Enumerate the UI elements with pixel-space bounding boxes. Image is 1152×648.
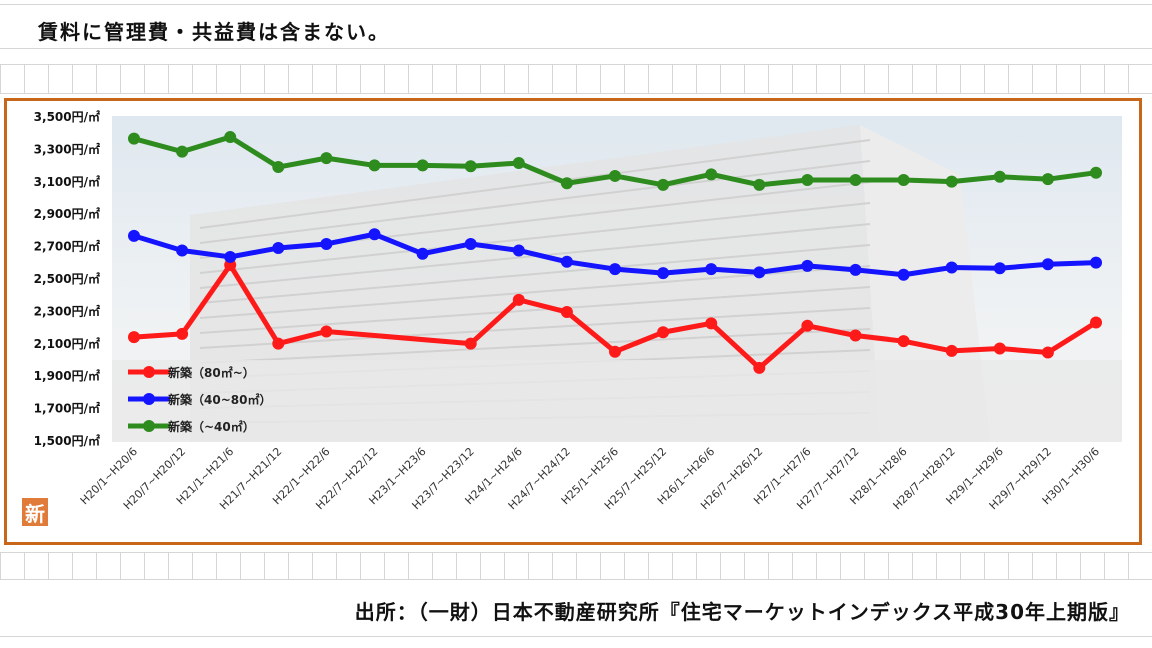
- y-tick-label: 1,900円/㎡: [34, 368, 100, 383]
- building-floor-line: [199, 328, 871, 364]
- building-floor-line: [199, 244, 871, 304]
- legend-label: 新築（80㎡~）: [168, 365, 255, 380]
- data-point: [609, 263, 621, 276]
- data-point: [1041, 346, 1054, 359]
- data-point: [897, 268, 910, 281]
- legend-label: 新築（~40㎡）: [168, 419, 255, 434]
- data-point: [705, 168, 718, 181]
- data-point: [560, 255, 573, 268]
- y-tick-label: 3,300円/㎡: [34, 141, 100, 156]
- data-point: [1090, 316, 1102, 329]
- legend-swatch-marker: [143, 366, 155, 378]
- data-point: [512, 244, 525, 257]
- data-point: [657, 267, 670, 280]
- building-floor-line: [199, 286, 871, 334]
- data-point: [1090, 166, 1102, 179]
- sheet-rule: [0, 636, 1152, 637]
- data-point: [897, 173, 910, 186]
- y-tick-label: 3,500円/㎡: [34, 109, 100, 124]
- data-point: [801, 173, 814, 186]
- data-point: [945, 261, 958, 274]
- data-point: [609, 345, 621, 358]
- data-point: [945, 344, 958, 357]
- data-point: [609, 169, 621, 182]
- data-point: [705, 263, 718, 276]
- data-point: [416, 247, 429, 260]
- new-badge: 新: [22, 498, 48, 526]
- y-tick-label: 1,500円/㎡: [34, 433, 100, 448]
- data-point: [1090, 256, 1102, 269]
- data-point: [128, 132, 140, 145]
- sheet-grid-band: [0, 64, 1152, 94]
- data-point: [272, 161, 285, 174]
- data-point: [176, 327, 189, 340]
- data-point: [753, 178, 766, 191]
- data-point: [560, 177, 573, 190]
- y-tick-label: 2,100円/㎡: [34, 336, 100, 351]
- legend-swatch-marker: [143, 420, 155, 432]
- y-tick-label: 2,500円/㎡: [34, 271, 100, 286]
- building-floor-line: [199, 307, 871, 349]
- data-point: [176, 244, 189, 257]
- data-point: [368, 228, 381, 241]
- data-point: [849, 263, 862, 276]
- data-point: [993, 262, 1006, 275]
- data-point: [897, 335, 910, 348]
- y-tick-label: 2,300円/㎡: [34, 303, 100, 318]
- data-point: [512, 156, 525, 169]
- building-floor-line: [199, 202, 871, 274]
- data-point: [128, 229, 140, 242]
- y-tick-label: 2,700円/㎡: [34, 239, 100, 254]
- sheet-grid-band: [0, 552, 1152, 580]
- data-point: [416, 159, 429, 172]
- data-point: [320, 152, 333, 165]
- data-point: [1041, 258, 1054, 271]
- data-point: [657, 326, 670, 339]
- data-point: [464, 337, 477, 350]
- data-point: [272, 337, 285, 350]
- sheet-rule: [0, 48, 1152, 49]
- sheet-rule: [0, 4, 1152, 5]
- legend-swatch-marker: [143, 393, 155, 405]
- data-point: [176, 145, 189, 158]
- y-tick-label: 1,700円/㎡: [34, 401, 100, 416]
- data-point: [705, 317, 718, 330]
- data-point: [560, 306, 573, 319]
- building-floor-line: [199, 160, 871, 244]
- data-point: [464, 160, 477, 173]
- data-point: [224, 131, 237, 144]
- rent-note: 賃料に管理費・共益費は含まない。: [38, 20, 390, 44]
- y-tick-label: 2,900円/㎡: [34, 206, 100, 221]
- data-point: [464, 237, 477, 250]
- data-point: [801, 259, 814, 272]
- data-point: [320, 237, 333, 250]
- data-point: [657, 178, 670, 191]
- legend-label: 新築（40~80㎡）: [168, 392, 271, 407]
- data-point: [849, 173, 862, 186]
- data-point: [801, 319, 814, 332]
- data-point: [128, 331, 140, 344]
- data-point: [224, 250, 237, 263]
- building-photo-background: [112, 116, 1122, 442]
- data-point: [945, 175, 958, 188]
- data-point: [849, 329, 862, 342]
- data-point: [753, 266, 766, 279]
- data-point: [272, 242, 285, 255]
- data-point: [1041, 173, 1054, 186]
- y-tick-label: 3,100円/㎡: [34, 174, 100, 189]
- data-point: [753, 361, 766, 374]
- data-point: [993, 170, 1006, 183]
- source-citation: 出所：（一財）日本不動産研究所『住宅マーケットインデックス平成30年上期版』: [354, 600, 1130, 624]
- data-point: [512, 293, 525, 306]
- data-point: [368, 159, 381, 172]
- data-point: [993, 342, 1006, 355]
- data-point: [320, 325, 333, 338]
- building-floor-line: [199, 139, 871, 229]
